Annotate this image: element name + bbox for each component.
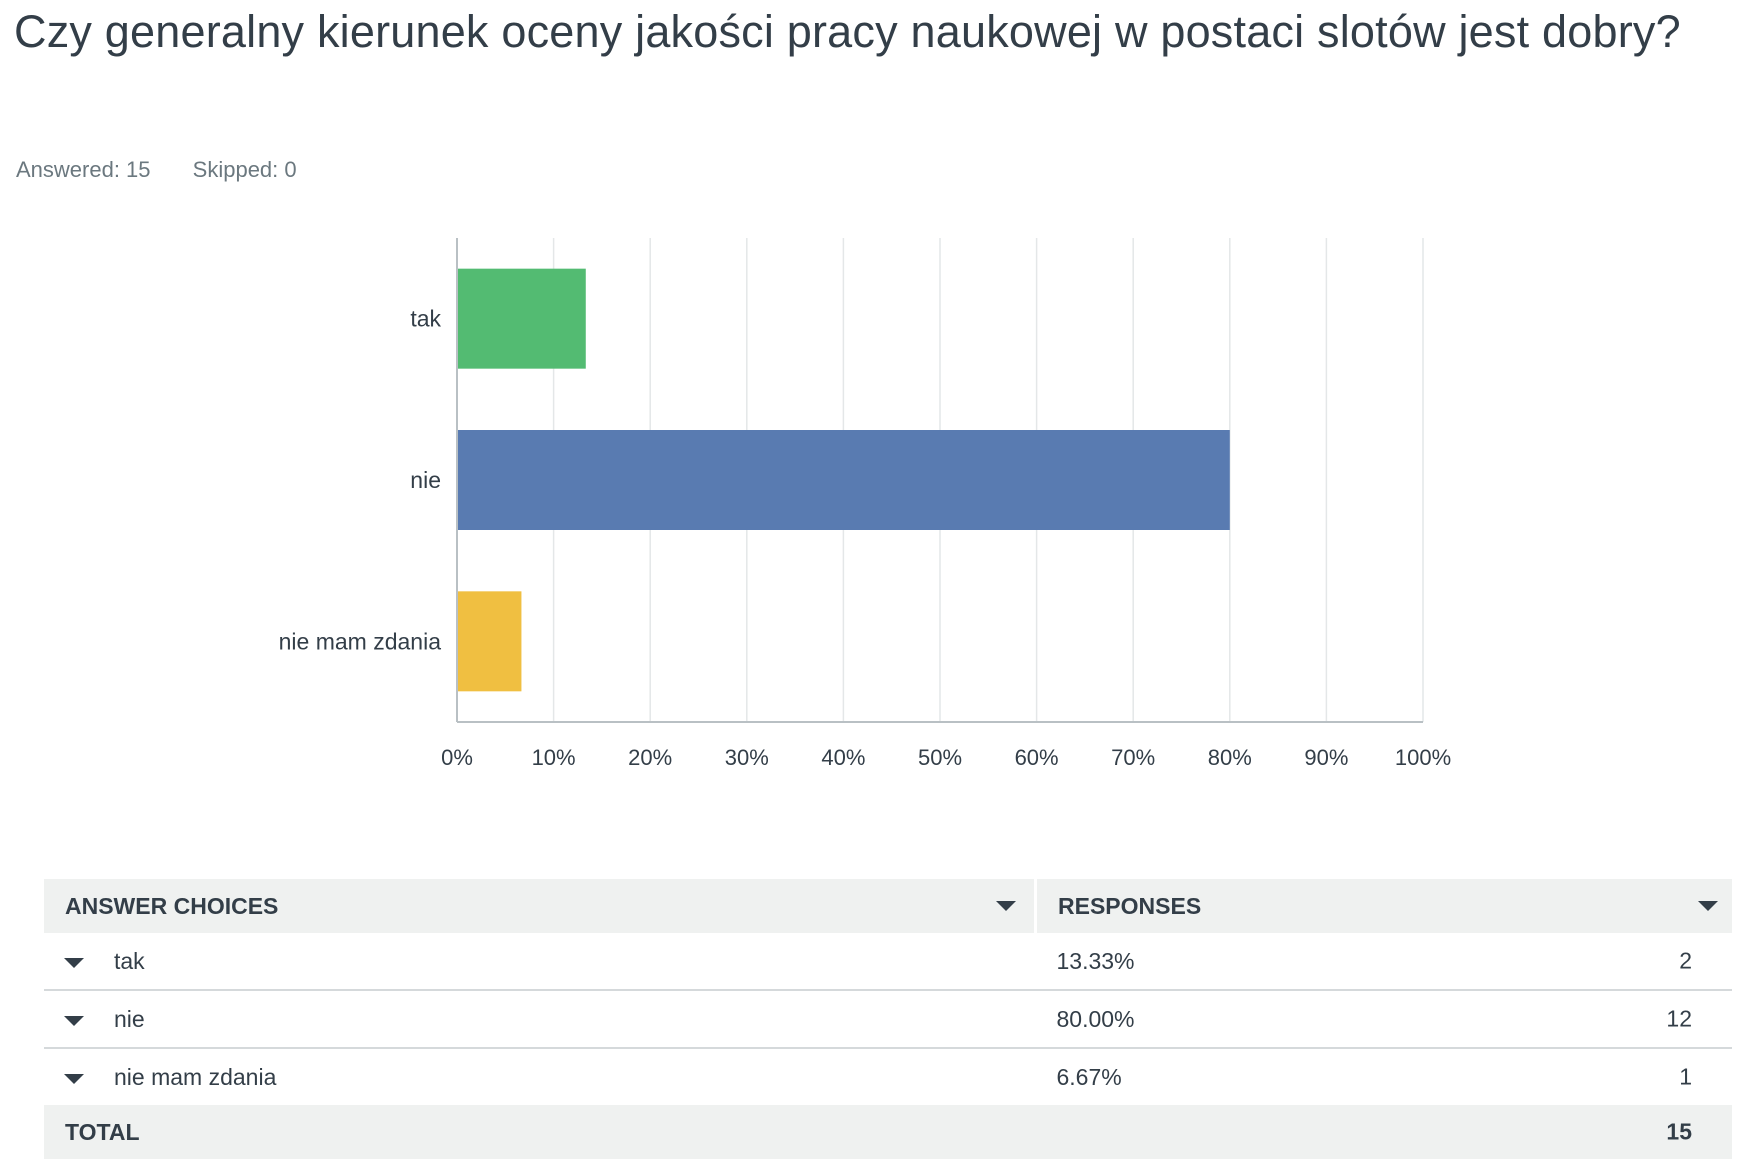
- responses-table: ANSWER CHOICES RESPONSES tak 13.33% 2 nie…: [44, 879, 1732, 1159]
- table-row: tak 13.33% 2: [44, 933, 1732, 991]
- bar-chart: 0% 10% 20% 30% 40% 50% 60% 70% 80% 90% 100% tak nie n…: [279, 238, 1451, 770]
- x-tick-label: 60%: [1015, 745, 1059, 770]
- choice-label: nie mam zdania: [114, 1063, 277, 1090]
- total-row: TOTAL 15: [44, 1105, 1732, 1159]
- category-label: nie mam zdania: [279, 628, 442, 654]
- x-tick-label: 80%: [1208, 745, 1252, 770]
- category-label: tak: [410, 306, 441, 332]
- total-count: 15: [1666, 1118, 1692, 1145]
- expand-caret-icon[interactable]: [64, 1074, 84, 1084]
- choice-label: nie: [114, 1005, 145, 1032]
- x-tick-label: 10%: [532, 745, 576, 770]
- choice-percent: 6.67%: [1056, 1063, 1122, 1090]
- x-tick-label: 30%: [725, 745, 769, 770]
- question-title: Czy generalny kierunek oceny jakości pra…: [14, 6, 1681, 57]
- total-label: TOTAL: [65, 1118, 140, 1145]
- bar: [458, 430, 1230, 530]
- sort-caret-icon[interactable]: [1698, 901, 1718, 911]
- bar: [458, 591, 522, 692]
- bar: [458, 268, 586, 369]
- choice-percent: 80.00%: [1056, 1005, 1135, 1032]
- x-tick-label: 0%: [441, 745, 473, 770]
- expand-caret-icon[interactable]: [64, 958, 84, 968]
- responses-header[interactable]: RESPONSES: [1035, 879, 1732, 933]
- choice-percent: 13.33%: [1056, 947, 1135, 974]
- x-tick-label: 40%: [821, 745, 865, 770]
- x-tick-label: 90%: [1304, 745, 1348, 770]
- category-label: nie: [410, 467, 441, 493]
- table-row: nie mam zdania 6.67% 1: [44, 1048, 1732, 1105]
- answered-count: Answered: 15: [16, 157, 151, 182]
- choice-count: 1: [1679, 1063, 1692, 1090]
- x-tick-label: 100%: [1395, 745, 1451, 770]
- skipped-count: Skipped: 0: [192, 157, 297, 182]
- choice-label: tak: [114, 947, 145, 974]
- expand-caret-icon[interactable]: [64, 1016, 84, 1026]
- x-tick-label: 50%: [918, 745, 962, 770]
- table-header: ANSWER CHOICES RESPONSES: [44, 879, 1732, 933]
- choice-count: 12: [1666, 1005, 1692, 1032]
- table-row: nie 80.00% 12: [44, 990, 1732, 1049]
- responses-label: RESPONSES: [1058, 892, 1202, 919]
- answer-choices-header[interactable]: ANSWER CHOICES: [44, 879, 1037, 933]
- choice-count: 2: [1679, 947, 1692, 974]
- x-tick-label: 70%: [1111, 745, 1155, 770]
- x-tick-label: 20%: [628, 745, 672, 770]
- sort-caret-icon[interactable]: [996, 901, 1016, 911]
- answer-choices-label: ANSWER CHOICES: [65, 892, 279, 919]
- response-stats: Answered: 15 Skipped: 0: [16, 157, 333, 183]
